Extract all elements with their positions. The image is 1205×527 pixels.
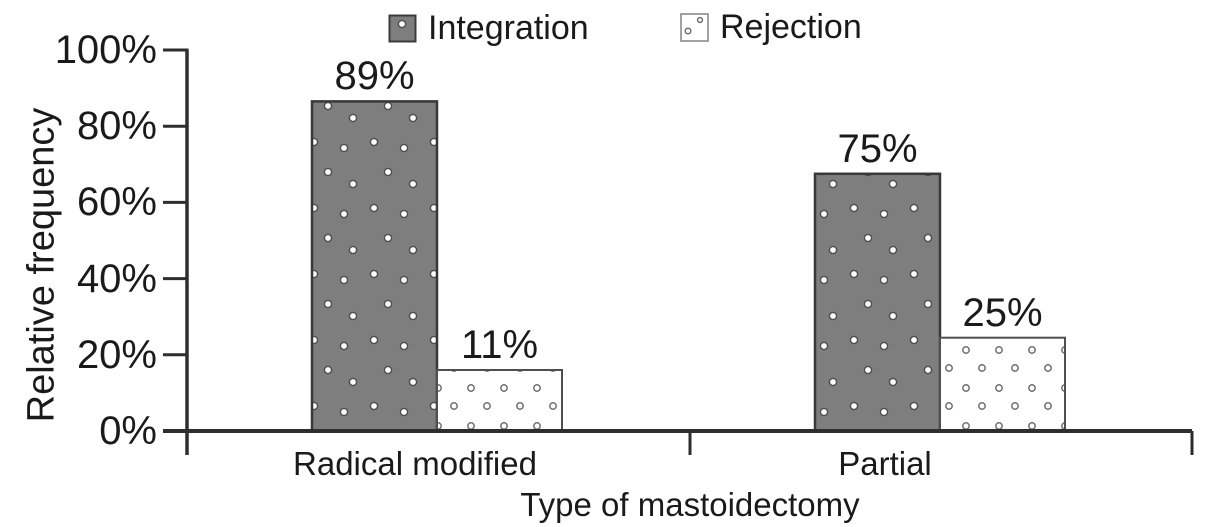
y-axis-tick-label-100pct: 100% [54, 28, 157, 72]
bar-value-label-integration-radical-modified: 89% [334, 54, 415, 98]
y-axis-tick-label-80pct: 80% [76, 104, 157, 148]
legend-item-integration: Integration [388, 11, 589, 45]
y-axis-tick-label-40pct: 40% [76, 257, 157, 301]
bar-rejection-partial [939, 336, 1066, 433]
x-axis-category-label-radical-modified: Radical modified [293, 445, 537, 482]
bar-integration-partial [813, 172, 942, 433]
rejection-swatch-icon [680, 12, 709, 42]
bar-rejection-radical-modified [436, 369, 563, 432]
x-axis-title: Type of mastoidectomy [520, 486, 860, 523]
y-axis-tick-label-0pct: 0% [99, 409, 157, 453]
bar-value-label-integration-partial: 75% [837, 127, 918, 171]
bar-value-label-rejection-radical-modified: 11% [460, 323, 539, 367]
bar-integration-radical-modified [310, 100, 439, 433]
y-axis-tick-label-60pct: 60% [76, 180, 157, 224]
bars-group [310, 100, 1066, 433]
bar-value-label-rejection-partial: 25% [962, 291, 1043, 335]
legend-label-integration: Integration [428, 9, 589, 47]
axes-group [163, 48, 1194, 455]
legend-item-rejection: Rejection [680, 10, 862, 44]
legend-label-rejection: Rejection [720, 8, 862, 46]
integration-swatch-icon [388, 14, 417, 42]
y-axis-tick-label-20pct: 20% [76, 333, 157, 377]
x-axis-category-label-partial: Partial [838, 445, 932, 482]
